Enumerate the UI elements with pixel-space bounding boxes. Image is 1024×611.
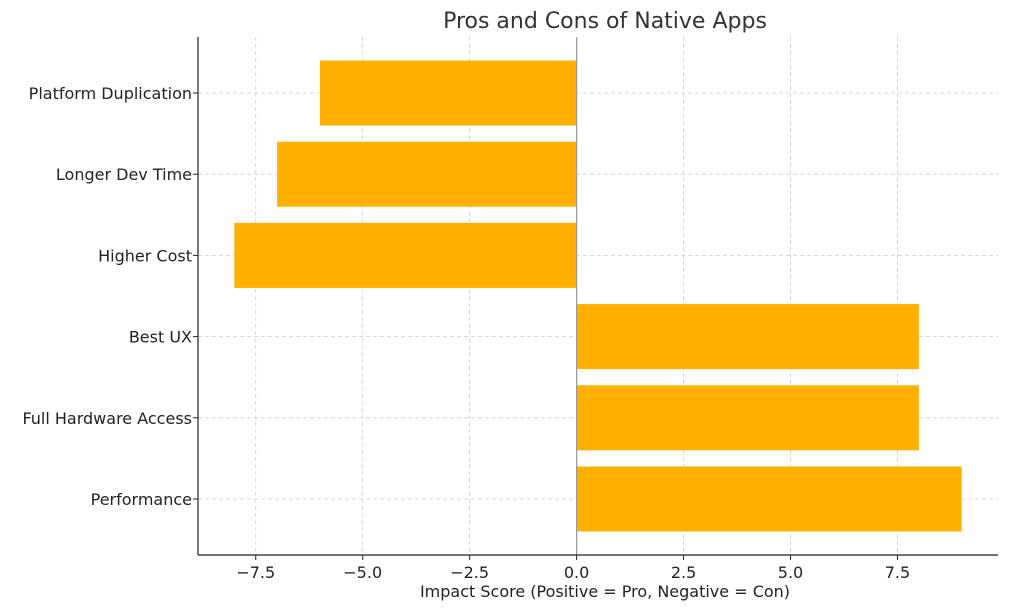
bar-best-ux bbox=[576, 304, 919, 370]
axis-layer: −7.5 −5.0 −2.5 0.0 2.5 5.0 7.5 Performance Full … bbox=[22, 37, 998, 582]
x-axis-label: Impact Score (Positive = Pro, Negative =… bbox=[420, 582, 790, 601]
bar-full-hardware-access bbox=[576, 385, 919, 451]
y-tick-label: Best UX bbox=[129, 328, 192, 347]
bar-platform-duplication bbox=[319, 60, 577, 126]
y-tick-label: Longer Dev Time bbox=[56, 165, 192, 184]
x-tick-label: −7.5 bbox=[236, 563, 275, 582]
y-tick-label: Full Hardware Access bbox=[22, 409, 192, 428]
x-tick-label: −2.5 bbox=[450, 563, 489, 582]
x-tick-label: 2.5 bbox=[671, 563, 696, 582]
x-tick-label: 7.5 bbox=[885, 563, 910, 582]
x-tick-label: 5.0 bbox=[778, 563, 803, 582]
y-tick-label: Platform Duplication bbox=[29, 84, 192, 103]
bar-layer bbox=[234, 60, 962, 532]
y-tick-label: Performance bbox=[91, 490, 192, 509]
bar-higher-cost bbox=[234, 222, 577, 288]
bar-performance bbox=[576, 466, 962, 532]
x-tick-label: 0.0 bbox=[564, 563, 589, 582]
chart-title: Pros and Cons of Native Apps bbox=[443, 9, 767, 34]
x-tick-label: −5.0 bbox=[343, 563, 382, 582]
y-tick-label: Higher Cost bbox=[98, 246, 192, 265]
bar-longer-dev-time bbox=[277, 141, 577, 207]
